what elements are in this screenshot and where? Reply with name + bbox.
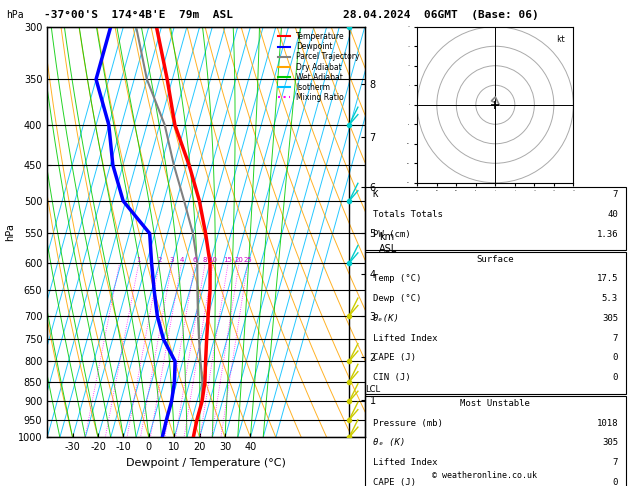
Text: 28.04.2024  06GMT  (Base: 06): 28.04.2024 06GMT (Base: 06): [343, 10, 538, 20]
Text: 1.36: 1.36: [596, 229, 618, 239]
Text: 305: 305: [602, 438, 618, 447]
Text: 2: 2: [157, 257, 162, 263]
Text: 5.3: 5.3: [602, 294, 618, 303]
Text: 1: 1: [136, 257, 141, 263]
Text: 0: 0: [613, 478, 618, 486]
Text: CAPE (J): CAPE (J): [372, 478, 416, 486]
Text: CIN (J): CIN (J): [372, 373, 410, 382]
Text: Lifted Index: Lifted Index: [372, 458, 437, 467]
Bar: [365, 252, 626, 394]
Text: PW (cm): PW (cm): [372, 229, 410, 239]
Text: Most Unstable: Most Unstable: [460, 399, 530, 408]
Text: -37°00'S  174°4B'E  79m  ASL: -37°00'S 174°4B'E 79m ASL: [44, 10, 233, 20]
Text: 7: 7: [613, 190, 618, 199]
Text: 305: 305: [602, 314, 618, 323]
Text: 6: 6: [193, 257, 198, 263]
Y-axis label: hPa: hPa: [5, 223, 15, 241]
Legend: Temperature, Dewpoint, Parcel Trajectory, Dry Adiabat, Wet Adiabat, Isotherm, Mi: Temperature, Dewpoint, Parcel Trajectory…: [277, 31, 361, 104]
Bar: [365, 187, 626, 250]
Text: Pressure (mb): Pressure (mb): [372, 418, 443, 428]
Y-axis label: km
ASL: km ASL: [379, 232, 397, 254]
Text: LCL: LCL: [365, 385, 381, 395]
Text: Surface: Surface: [477, 255, 514, 263]
Text: Dewp (°C): Dewp (°C): [372, 294, 421, 303]
Text: 4: 4: [179, 257, 184, 263]
Text: θₑ (K): θₑ (K): [372, 438, 405, 447]
X-axis label: Dewpoint / Temperature (°C): Dewpoint / Temperature (°C): [126, 458, 286, 468]
Text: 10: 10: [209, 257, 218, 263]
Text: © weatheronline.co.uk: © weatheronline.co.uk: [432, 471, 537, 480]
Text: 3: 3: [170, 257, 174, 263]
Text: 7: 7: [613, 458, 618, 467]
Text: K: K: [372, 190, 378, 199]
Text: θₑ(K): θₑ(K): [372, 314, 399, 323]
Text: 20: 20: [235, 257, 243, 263]
Text: 15: 15: [224, 257, 233, 263]
Bar: [365, 397, 626, 486]
Text: 0: 0: [613, 373, 618, 382]
Text: 17.5: 17.5: [596, 275, 618, 283]
Text: 7: 7: [613, 333, 618, 343]
Text: Totals Totals: Totals Totals: [372, 210, 443, 219]
Text: CAPE (J): CAPE (J): [372, 353, 416, 362]
Text: 1018: 1018: [596, 418, 618, 428]
Text: 8: 8: [203, 257, 208, 263]
Text: 25: 25: [243, 257, 252, 263]
Text: 0: 0: [613, 353, 618, 362]
Text: Temp (°C): Temp (°C): [372, 275, 421, 283]
Text: 40: 40: [607, 210, 618, 219]
Text: hPa: hPa: [6, 10, 24, 20]
Text: Lifted Index: Lifted Index: [372, 333, 437, 343]
